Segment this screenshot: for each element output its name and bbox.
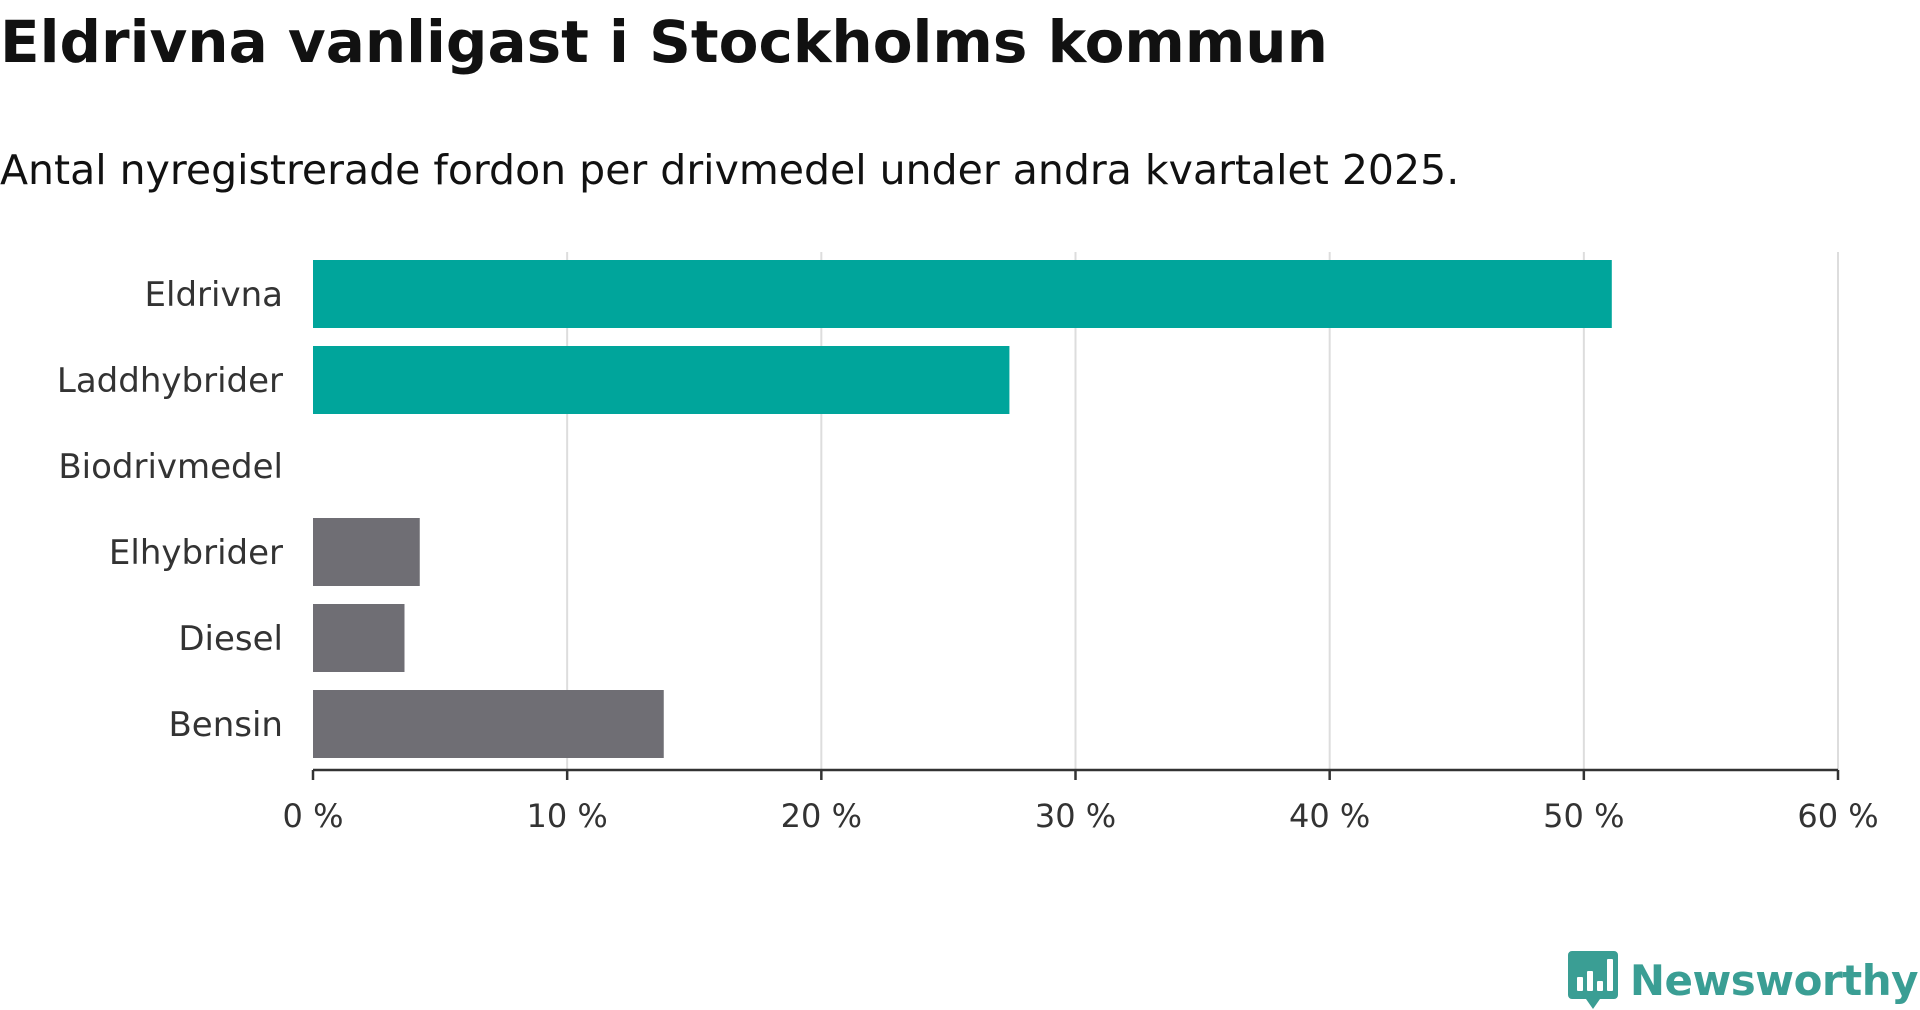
x-tick-label: 40 %	[1289, 797, 1370, 835]
x-tick-label: 60 %	[1797, 797, 1878, 835]
newsworthy-logo: Newsworthy	[1567, 950, 1919, 1010]
bar-elhybrider	[313, 518, 420, 586]
category-label: Eldrivna	[145, 275, 283, 315]
bar-diesel	[313, 604, 405, 672]
bar-chart: Eldrivna Laddhybrider Biodrivmedel Elhybrid…	[57, 252, 1879, 835]
category-labels: Eldrivna Laddhybrider Biodrivmedel Elhybrid…	[57, 275, 283, 745]
chart-title: Eldrivna vanligast i Stockholms kommun	[0, 8, 1328, 76]
x-tick-label: 20 %	[781, 797, 862, 835]
category-label: Biodrivmedel	[58, 447, 283, 487]
newsworthy-chart-bubble-icon	[1567, 951, 1618, 1009]
x-tick-label: 50 %	[1543, 797, 1624, 835]
brand-name: Newsworthy	[1629, 955, 1919, 1005]
x-tick-label: 10 %	[527, 797, 608, 835]
category-label: Laddhybrider	[57, 361, 283, 401]
bars	[313, 260, 1612, 758]
category-label: Elhybrider	[109, 533, 283, 573]
chart-subtitle: Antal nyregistrerade fordon per drivmede…	[0, 146, 1460, 194]
gridlines	[566, 252, 1839, 770]
category-label: Bensin	[168, 705, 283, 745]
x-tick-label: 0 %	[283, 797, 344, 835]
bar-eldrivna	[313, 260, 1612, 328]
bar-laddhybrider	[313, 346, 1010, 414]
bar-bensin	[313, 690, 664, 758]
x-tick-label: 30 %	[1035, 797, 1116, 835]
x-axis: 0 % 10 % 20 % 30 % 40 % 50 % 60 %	[283, 768, 1879, 835]
category-label: Diesel	[178, 619, 283, 659]
